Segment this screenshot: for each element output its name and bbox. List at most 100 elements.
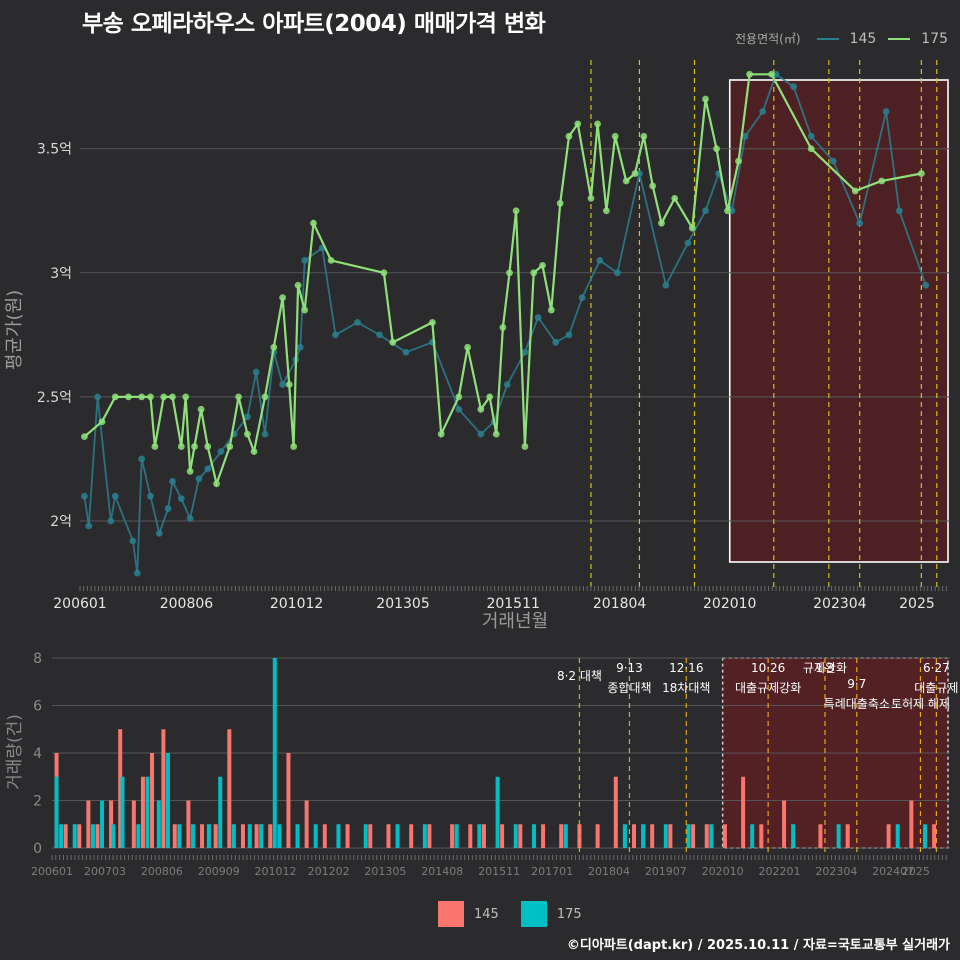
price-point-175 bbox=[506, 269, 513, 277]
price-point-145 bbox=[279, 381, 287, 388]
price-point-145 bbox=[895, 207, 903, 215]
volume-bar-145 bbox=[95, 824, 100, 848]
volume-bar-145 bbox=[86, 800, 91, 848]
price-point-175 bbox=[594, 120, 601, 128]
volume-bar-175 bbox=[218, 776, 223, 848]
legend-label-175: 175 bbox=[921, 30, 948, 47]
price-point-145 bbox=[477, 430, 485, 438]
volume-bar-175 bbox=[111, 824, 116, 848]
price-point-145 bbox=[684, 239, 692, 247]
price-point-145 bbox=[261, 430, 269, 438]
price-x-tick-label: 201511 bbox=[486, 596, 539, 612]
volume-y-tick-label: 2 bbox=[33, 794, 42, 810]
volume-bar-145 bbox=[254, 824, 259, 848]
price-point-145 bbox=[155, 530, 163, 537]
price-point-145 bbox=[204, 465, 212, 473]
price-point-145 bbox=[177, 495, 185, 503]
price-point-175 bbox=[658, 219, 665, 227]
volume-x-tick-label: 201305 bbox=[364, 865, 406, 878]
price-y-tick-label: 3.5억 bbox=[37, 142, 72, 158]
price-point-175 bbox=[735, 157, 742, 165]
price-x-tick-label: 202010 bbox=[703, 596, 756, 612]
volume-bar-145 bbox=[518, 824, 523, 848]
volume-bar-175 bbox=[145, 776, 150, 848]
price-point-175 bbox=[389, 338, 397, 346]
volume-bar-145 bbox=[932, 824, 937, 848]
price-point-145 bbox=[195, 475, 203, 483]
price-point-175 bbox=[285, 381, 293, 388]
price-point-175 bbox=[671, 194, 679, 202]
volume-bar-145 bbox=[450, 824, 455, 848]
volume-bar-145 bbox=[818, 824, 823, 848]
price-point-145 bbox=[147, 492, 154, 500]
price-point-145 bbox=[807, 132, 815, 140]
price-point-175 bbox=[640, 132, 648, 140]
bar-legend-label-175: 175 bbox=[556, 906, 582, 922]
price-point-145 bbox=[922, 281, 930, 289]
price-point-175 bbox=[182, 393, 190, 401]
price-point-145 bbox=[252, 368, 260, 376]
price-point-145 bbox=[552, 338, 560, 346]
volume-x-tick-label: 201511 bbox=[478, 865, 520, 878]
volume-bar-175 bbox=[363, 824, 368, 848]
price-point-175 bbox=[327, 257, 335, 264]
price-point-175 bbox=[177, 443, 185, 450]
price-point-175 bbox=[768, 70, 775, 78]
price-point-145 bbox=[376, 331, 383, 339]
volume-bar-145 bbox=[541, 824, 546, 848]
volume-bar-175 bbox=[836, 824, 841, 848]
volume-bar-175 bbox=[259, 824, 264, 848]
volume-x-tick-label: 201907 bbox=[645, 865, 687, 878]
price-point-175 bbox=[878, 177, 886, 185]
policy-annotation-label: 규제완화 bbox=[803, 661, 847, 675]
volume-bar-145 bbox=[172, 824, 177, 848]
highlight-region bbox=[729, 80, 948, 562]
price-point-145 bbox=[169, 477, 176, 485]
volume-bar-175 bbox=[120, 776, 125, 848]
volume-bar-175 bbox=[90, 824, 95, 848]
price-point-175 bbox=[547, 306, 555, 314]
volume-bar-145 bbox=[140, 776, 145, 848]
policy-annotation-date: 9·7 bbox=[847, 677, 866, 691]
price-point-145 bbox=[829, 157, 837, 165]
price-point-145 bbox=[614, 269, 621, 277]
volume-bar-175 bbox=[454, 824, 459, 848]
volume-x-tick-label: 202010 bbox=[702, 865, 744, 878]
price-point-145 bbox=[133, 569, 141, 577]
area-legend: 전용면적(㎡) 145 175 bbox=[735, 30, 948, 47]
volume-bar-145 bbox=[468, 824, 473, 848]
price-point-175 bbox=[917, 170, 925, 177]
volume-bar-145 bbox=[150, 753, 155, 848]
price-point-175 bbox=[261, 393, 269, 401]
volume-bar-145 bbox=[759, 824, 764, 848]
volume-bar-145 bbox=[500, 824, 505, 848]
price-point-145 bbox=[138, 455, 146, 463]
price-point-175 bbox=[204, 443, 212, 450]
volume-bar-175 bbox=[477, 824, 482, 848]
price-point-175 bbox=[279, 294, 287, 302]
price-point-175 bbox=[213, 480, 220, 488]
price-point-175 bbox=[380, 269, 388, 277]
price-point-145 bbox=[596, 257, 604, 264]
price-point-175 bbox=[243, 430, 251, 438]
volume-bar-175 bbox=[277, 824, 282, 848]
price-y-axis-title: 평균가(원) bbox=[4, 290, 25, 370]
price-point-175 bbox=[169, 393, 176, 401]
volume-bar-145 bbox=[227, 729, 232, 848]
volume-bar-145 bbox=[886, 824, 891, 848]
price-point-175 bbox=[151, 443, 159, 450]
price-point-175 bbox=[622, 177, 630, 185]
price-point-175 bbox=[301, 306, 309, 314]
volume-bar-145 bbox=[63, 824, 68, 848]
volume-x-tick-label: 201804 bbox=[588, 865, 630, 878]
volume-y-axis-title: 거래량(건) bbox=[5, 714, 25, 790]
price-point-145 bbox=[503, 381, 511, 388]
volume-bar-145 bbox=[386, 824, 391, 848]
volume-bar-145 bbox=[131, 800, 136, 848]
volume-bar-145 bbox=[368, 824, 373, 848]
volume-y-tick-label: 4 bbox=[33, 746, 42, 762]
price-point-175 bbox=[310, 219, 317, 227]
price-point-175 bbox=[530, 269, 538, 277]
policy-annotation-date: 6·27 bbox=[923, 661, 950, 675]
